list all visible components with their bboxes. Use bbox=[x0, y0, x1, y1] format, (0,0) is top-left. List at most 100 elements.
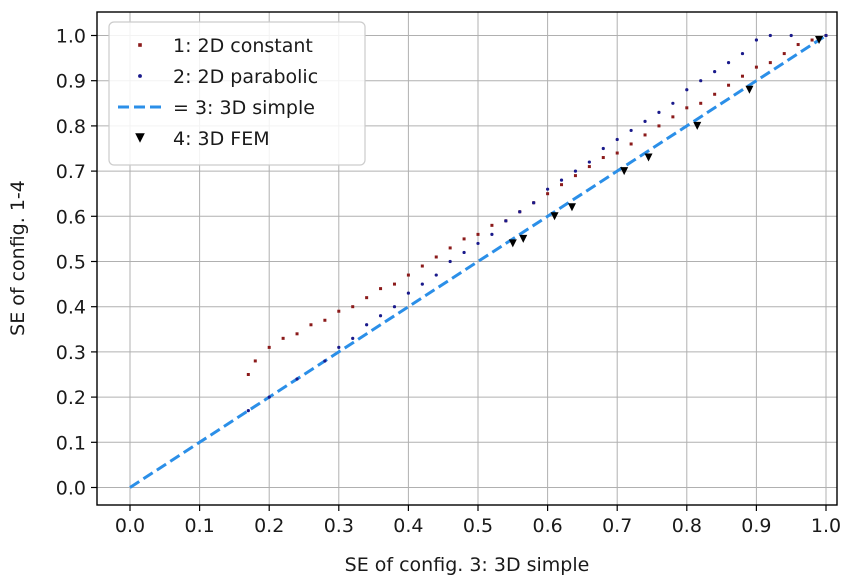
legend-marker-icon bbox=[138, 43, 142, 47]
series-2-point bbox=[789, 33, 793, 38]
x-tick-label: 0.7 bbox=[602, 515, 632, 537]
series-1-point bbox=[448, 246, 452, 250]
series-1-point bbox=[420, 264, 424, 268]
legend-label: 2: 2D parabolic bbox=[173, 66, 318, 88]
series-2-point bbox=[406, 291, 410, 295]
series-2-point bbox=[420, 282, 424, 286]
series-4 bbox=[508, 36, 824, 248]
series-1-point bbox=[281, 336, 285, 340]
series-3 bbox=[129, 34, 827, 489]
series-2-point bbox=[351, 336, 355, 340]
series-1-point bbox=[671, 115, 675, 119]
x-tick-label: 0.2 bbox=[254, 515, 284, 537]
series-2-point bbox=[462, 250, 466, 255]
x-tick-label: 0.0 bbox=[115, 515, 145, 537]
series-1-point bbox=[699, 101, 703, 105]
series-2-point bbox=[643, 119, 647, 123]
series-1-point bbox=[490, 223, 494, 227]
series-1-point bbox=[727, 83, 731, 87]
series-2-point bbox=[824, 33, 828, 38]
series-1-point bbox=[768, 61, 772, 65]
series-1-point bbox=[295, 332, 299, 336]
series-2-point bbox=[601, 146, 605, 151]
series-2-point bbox=[685, 88, 689, 92]
x-tick-label: 1.0 bbox=[811, 515, 841, 537]
legend-marker-icon bbox=[138, 74, 142, 78]
legend: 1: 2D constant 2: 2D parabolic = 3: 3D sim… bbox=[108, 21, 366, 166]
series-2-point bbox=[490, 232, 494, 236]
series-2-point bbox=[476, 241, 480, 246]
series-1-point bbox=[601, 156, 605, 160]
series-4-point bbox=[550, 212, 559, 221]
y-tick-label: 1.0 bbox=[56, 26, 86, 48]
series-2-point bbox=[546, 187, 550, 191]
series-3-line bbox=[129, 34, 827, 489]
series-4-point bbox=[745, 85, 754, 94]
series-2-point bbox=[740, 51, 745, 56]
series-2-point bbox=[518, 210, 522, 214]
series-4-point bbox=[644, 153, 653, 162]
y-tick-label: 0.6 bbox=[56, 206, 86, 228]
series-1-point bbox=[796, 43, 800, 47]
series-4-point bbox=[567, 203, 576, 212]
series-1-point bbox=[253, 359, 257, 363]
series-2-point bbox=[246, 409, 250, 413]
x-tick-label: 0.8 bbox=[672, 515, 702, 537]
series-1-point bbox=[379, 287, 383, 291]
series-1-point bbox=[740, 74, 744, 78]
series-2-point bbox=[267, 395, 271, 399]
legend-label: 1: 2D constant bbox=[173, 35, 313, 57]
series-4-point bbox=[815, 36, 824, 45]
series-2-point bbox=[532, 201, 536, 205]
series-1-point bbox=[615, 151, 619, 155]
series-1-point bbox=[782, 52, 786, 56]
series-1-point bbox=[309, 323, 313, 327]
series-2-point bbox=[365, 323, 369, 327]
series-1-point bbox=[337, 309, 341, 313]
y-tick-label: 0.3 bbox=[56, 342, 86, 364]
series-1-point bbox=[546, 192, 550, 196]
series-1 bbox=[246, 34, 828, 376]
series-2-point bbox=[504, 219, 508, 223]
series-2-point bbox=[671, 101, 675, 105]
series-2-point bbox=[295, 377, 299, 381]
y-tick-label: 0.2 bbox=[56, 387, 86, 409]
x-tick-label: 0.1 bbox=[184, 515, 214, 537]
series-2-point bbox=[337, 345, 341, 349]
series-2-point bbox=[754, 38, 759, 42]
series-1-point bbox=[685, 106, 689, 110]
plot-frame bbox=[96, 11, 838, 506]
series-1-point bbox=[267, 345, 271, 349]
series-4-point bbox=[620, 167, 629, 176]
series-2-point bbox=[378, 314, 383, 318]
y-tick-label: 0.8 bbox=[56, 116, 86, 138]
y-tick-label: 0.0 bbox=[56, 478, 86, 500]
x-tick-label: 0.4 bbox=[393, 515, 423, 537]
series-2-point bbox=[713, 70, 717, 74]
series-1-point bbox=[434, 255, 438, 259]
x-tick-label: 0.9 bbox=[741, 515, 771, 537]
series-layer bbox=[129, 33, 828, 489]
series-2-point bbox=[573, 169, 578, 173]
series-2-point bbox=[323, 359, 327, 363]
y-tick-label: 0.9 bbox=[56, 71, 86, 93]
x-tick-label: 0.6 bbox=[532, 515, 562, 537]
series-4-point bbox=[693, 121, 702, 130]
series-1-point bbox=[713, 92, 717, 96]
x-axis-label: SE of config. 3: 3D simple bbox=[345, 554, 590, 576]
series-1-point bbox=[810, 38, 814, 42]
series-1-point bbox=[406, 273, 410, 277]
series-1-point bbox=[657, 124, 661, 128]
series-2-point bbox=[629, 128, 633, 133]
series-4-point bbox=[519, 234, 528, 243]
series-1-point bbox=[351, 305, 355, 309]
series-2-point bbox=[768, 33, 772, 38]
series-2-point bbox=[392, 305, 397, 309]
series-4-point bbox=[508, 239, 517, 248]
series-1-point bbox=[476, 232, 480, 236]
axis-ticks: 0.0 0.1 0.2 0.3 0.4 0.5 0.6 0.7 0.8 0.9 1.0 0.0 0.1 0… bbox=[56, 26, 841, 538]
x-tick-label: 0.5 bbox=[463, 515, 493, 537]
series-2-point bbox=[657, 110, 661, 114]
legend-label: 4: 3D FEM bbox=[173, 128, 270, 150]
